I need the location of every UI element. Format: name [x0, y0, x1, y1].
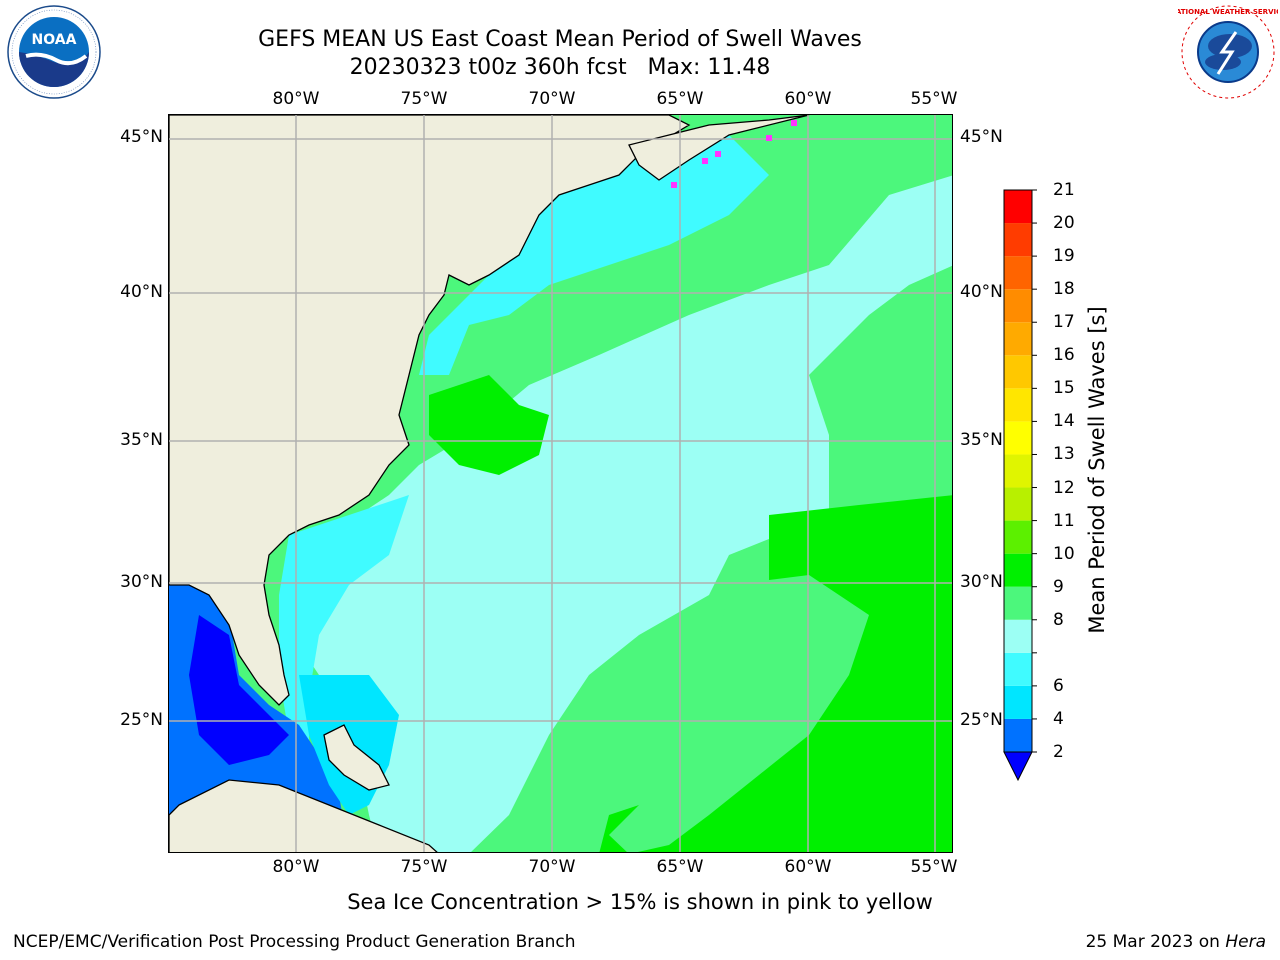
land-nova-scotia [628, 115, 810, 181]
land-bahamas [323, 724, 390, 791]
colorbar-tick-label: 17 [1053, 312, 1075, 333]
lon-tick-label: 80°W [272, 89, 320, 109]
nws-logo: NATIONAL WEATHER SERVICE [1178, 5, 1278, 99]
colorbar-swatch [1004, 421, 1032, 455]
colorbar-swatch [1004, 553, 1032, 587]
footer-host: Hera [1225, 932, 1266, 952]
lat-tick-label: 40°N [960, 282, 1003, 302]
lat-tick-label: 25°N [960, 710, 1003, 730]
field-below-2s-gulf [189, 615, 289, 765]
field-10-11s-patch [429, 375, 549, 475]
map-title: GEFS MEAN US East Coast Mean Period of S… [258, 27, 862, 52]
colorbar-swatch [1004, 520, 1032, 554]
colorbar-swatch [1004, 223, 1032, 257]
footer-date: 25 Mar 2023 on Hera [1086, 932, 1266, 952]
lat-tick-label: 35°N [120, 430, 163, 450]
lon-tick-label: 80°W [272, 857, 320, 877]
colorbar-tick-label: 4 [1053, 708, 1064, 729]
lon-tick-label: 65°W [656, 857, 704, 877]
colorbar: 2 4 6 8 9 10 11 12 13 14 15 16 17 18 19 20 21 [990, 180, 1075, 790]
colorbar-tick-label: 9 [1053, 576, 1064, 597]
colorbar-swatch [1004, 586, 1032, 620]
map-subtitle: 20230323 t00z 360h fcst Max: 11.48 [349, 55, 771, 80]
lon-tick-label: 60°W [784, 89, 832, 109]
colorbar-tick-label: 12 [1053, 477, 1075, 498]
lon-tick-label: 75°W [400, 89, 448, 109]
colorbar-swatch [1004, 487, 1032, 521]
footer-date-text: 25 Mar 2023 on [1085, 932, 1226, 952]
lat-tick-label: 45°N [960, 127, 1003, 147]
lon-tick-label: 55°W [910, 89, 958, 109]
field-7-8s-south [279, 495, 409, 755]
colorbar-scale [1003, 189, 1037, 782]
sea-ice-note: Sea Ice Concentration > 15% is shown in … [347, 890, 933, 914]
nws-logo-text: NATIONAL WEATHER SERVICE [1178, 8, 1278, 16]
colorbar-tick-label: 16 [1053, 345, 1075, 366]
colorbar-tick-label: 8 [1053, 609, 1064, 630]
colorbar-swatch [1004, 355, 1032, 389]
lon-tick-label: 75°W [400, 857, 448, 877]
lon-tick-label: 70°W [528, 89, 576, 109]
lon-tick-label: 70°W [528, 857, 576, 877]
lat-tick-label: 30°N [120, 572, 163, 592]
field-7-8s-north [419, 135, 769, 375]
lat-tick-label: 35°N [960, 430, 1003, 450]
lat-tick-label: 45°N [120, 127, 163, 147]
colorbar-tick-label: 11 [1053, 510, 1075, 531]
colorbar-tick-label: 13 [1053, 444, 1075, 465]
lat-tick-label: 40°N [120, 282, 163, 302]
colorbar-tick-label: 6 [1053, 675, 1064, 696]
field-9-10s-southeast-inner [609, 575, 869, 852]
land-cuba [169, 779, 438, 852]
colorbar-swatch [1004, 190, 1032, 224]
lon-tick-label: 55°W [910, 857, 958, 877]
colorbar-tick-label: 14 [1053, 411, 1075, 432]
colorbar-swatch [1004, 685, 1032, 719]
colorbar-tick-label: 10 [1053, 543, 1075, 564]
lat-tick-label: 30°N [960, 572, 1003, 592]
lon-tick-label: 60°W [784, 857, 832, 877]
colorbar-tick-label: 21 [1053, 180, 1075, 200]
lat-tick-label: 25°N [120, 710, 163, 730]
map-panel [168, 114, 953, 853]
colorbar-title: Mean Period of Swell Waves [s] [1085, 306, 1109, 634]
colorbar-swatch [1004, 454, 1032, 488]
colorbar-swatch [1004, 718, 1032, 752]
lon-tick-label: 65°W [656, 89, 704, 109]
footer-credit: NCEP/EMC/Verification Post Processing Pr… [13, 932, 576, 952]
colorbar-tick-label: 15 [1053, 378, 1075, 399]
colorbar-under-arrow [1003, 751, 1033, 782]
colorbar-swatch [1004, 652, 1032, 686]
colorbar-swatch [1004, 289, 1032, 323]
map-gridlines [169, 115, 952, 852]
sea-ice-markers [671, 120, 797, 188]
colorbar-frame [1003, 189, 1033, 753]
noaa-logo: NOAA [7, 5, 101, 99]
colorbar-tick-label: 20 [1053, 213, 1075, 234]
field-8-9s-coastal [299, 115, 952, 852]
swell-period-map [169, 115, 952, 852]
land-north-america [169, 115, 691, 706]
colorbar-swatch [1004, 388, 1032, 422]
colorbar-tick-label: 2 [1053, 742, 1064, 762]
colorbar-tick-label: 19 [1053, 246, 1075, 267]
colorbar-swatch [1004, 256, 1032, 290]
colorbar-tick-label: 18 [1053, 279, 1075, 300]
noaa-logo-text: NOAA [32, 32, 77, 48]
colorbar-swatch [1004, 619, 1032, 653]
colorbar-swatch [1004, 322, 1032, 356]
